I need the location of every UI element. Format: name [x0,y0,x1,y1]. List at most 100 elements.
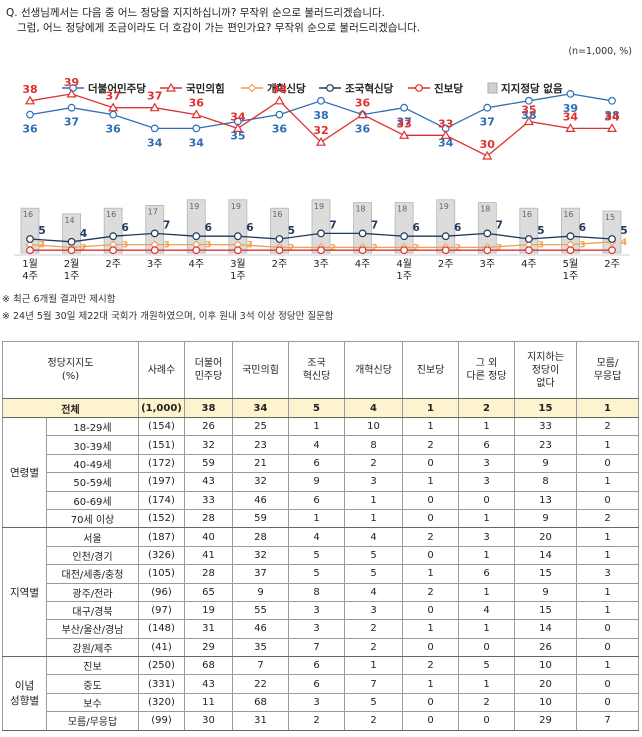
x-tick-13: 5월 [563,258,579,270]
point-s1-4 [191,109,202,119]
row-val-1: 59 [232,508,289,529]
bar-label-13: 16 [563,210,573,219]
row-val-6: 13 [514,490,577,510]
point-s1-11 [482,150,493,160]
table-row: 강원/제주 (41) 29 35 7 2 0 0 26 0 [3,637,639,658]
legend-marker-4 [415,84,423,92]
point-label-s0-4: 34 [189,136,205,149]
row-val-5: 3 [458,527,515,547]
x-tick-1: 2월 [64,258,80,270]
row-label: 대구/경북 [46,600,139,621]
row-val-7: 0 [576,637,639,658]
row-val-1: 55 [232,600,289,621]
row-label: 부산/울산/경남 [46,619,139,639]
row-val-5: 0 [458,637,515,658]
point-s3-6 [275,235,284,243]
row-val-2: 6 [288,490,345,510]
row-val-4: 0 [402,490,459,510]
point-s1-9 [399,130,410,139]
row-val-6: 15 [514,564,577,584]
total-label: 전체 [2,398,139,418]
row-val-7: 1 [576,472,639,492]
legend-marker-1 [165,82,177,92]
table-row: 대전/세종/충청 (105) 28 37 5 5 1 6 15 3 [3,564,639,584]
bar-label-14: 15 [605,213,615,222]
x-tick-5: 3월 [230,258,246,270]
bar-label-8: 18 [355,205,365,214]
row-val-7: 1 [576,582,639,602]
legend-marker-2 [247,83,257,93]
x-tick-7: 3주 [313,259,329,270]
x-tick-10: 2주 [438,259,454,270]
question-line-2: 그럼, 어느 정당에게 조금이라도 더 호감이 가는 편인가요? 무작위 순으로… [17,22,421,34]
row-val-2: 2 [288,711,345,731]
row-val-0: 43 [184,472,233,492]
point-label-s0-6: 36 [272,123,288,136]
bar-label-4: 19 [189,202,199,211]
bar-label-5: 19 [231,202,241,211]
point-s4-9 [400,246,409,255]
row-label: 50-59세 [46,472,139,492]
point-s0-6 [275,110,284,119]
row-val-2: 3 [288,619,345,639]
row-val-6: 29 [514,711,577,731]
table-header-2: 더불어 민주당 [184,341,233,399]
point-label-s1-10: 33 [438,117,453,130]
footnote-1: ※ 최근 6개월 결과만 제시함 [2,294,116,305]
bar-label-10: 19 [439,202,449,211]
point-s4-14 [608,246,616,255]
row-label: 대전/세종/충청 [46,564,139,584]
row-label: 서울 [46,527,139,547]
point-label-s3-3: 7 [163,219,170,231]
table-row-total: 전체 (1,000) 38 34 5 4 1 2 15 1 [2,398,639,418]
row-val-4: 0 [402,508,459,529]
row-val-0: 28 [184,564,233,584]
point-s4-8 [358,246,367,255]
row-val-6: 23 [514,435,577,455]
point-label-s3-1: 4 [80,228,87,240]
row-label: 강원/제주 [46,637,139,658]
row-val-0: 30 [184,711,233,731]
point-label-s1-12: 35 [521,104,536,117]
row-val-1: 7 [232,656,289,676]
table-header-0: 정당지지도 (%) [2,341,139,399]
row-val-3: 1 [344,490,403,510]
group-label-0: 연령별 [2,416,47,529]
point-s1-2 [108,102,119,112]
row-val-6: 26 [514,637,577,658]
row-val-0: 19 [184,600,233,621]
point-s3-14 [608,235,616,243]
total-val-7: 1 [576,398,639,418]
row-val-0: 26 [184,416,233,437]
row-val-7: 2 [576,416,639,437]
table-header-4: 조국 혁신당 [288,341,345,399]
x-tick-11: 3주 [480,259,496,270]
row-val-4: 0 [402,453,459,474]
point-s1-14 [606,123,618,132]
point-s3-0 [26,235,34,243]
bar-label-12: 16 [522,210,532,219]
row-val-3: 2 [344,453,403,474]
x-tick-sub-13: 1주 [563,271,579,282]
point-label-s0-13: 39 [563,102,578,115]
row-val-1: 46 [232,619,289,639]
table-row: 연령별 18-29세 (154) 26 25 1 10 1 1 33 2 [2,416,639,529]
row-n: (148) [138,619,185,639]
group-label-1: 지역별 [2,527,47,658]
row-val-4: 2 [402,582,459,602]
row-val-2: 1 [288,508,345,529]
row-val-3: 3 [344,600,403,621]
row-label: 보수 [46,692,139,713]
x-tick-sub-1: 1주 [64,271,80,282]
row-val-1: 9 [232,582,289,602]
point-s1-0 [24,95,36,105]
x-tick-3: 3주 [147,259,163,270]
point-s0-4 [192,124,201,133]
row-val-5: 4 [458,600,515,621]
row-val-5: 0 [458,711,515,731]
row-val-3: 5 [344,692,403,713]
table-row: 70세 이상 (152) 28 59 1 1 0 1 9 2 [3,508,639,529]
point-label-s2-8: 2 [371,243,377,253]
point-label-s1-11: 30 [480,138,496,151]
point-label-s1-9: 33 [396,117,411,130]
